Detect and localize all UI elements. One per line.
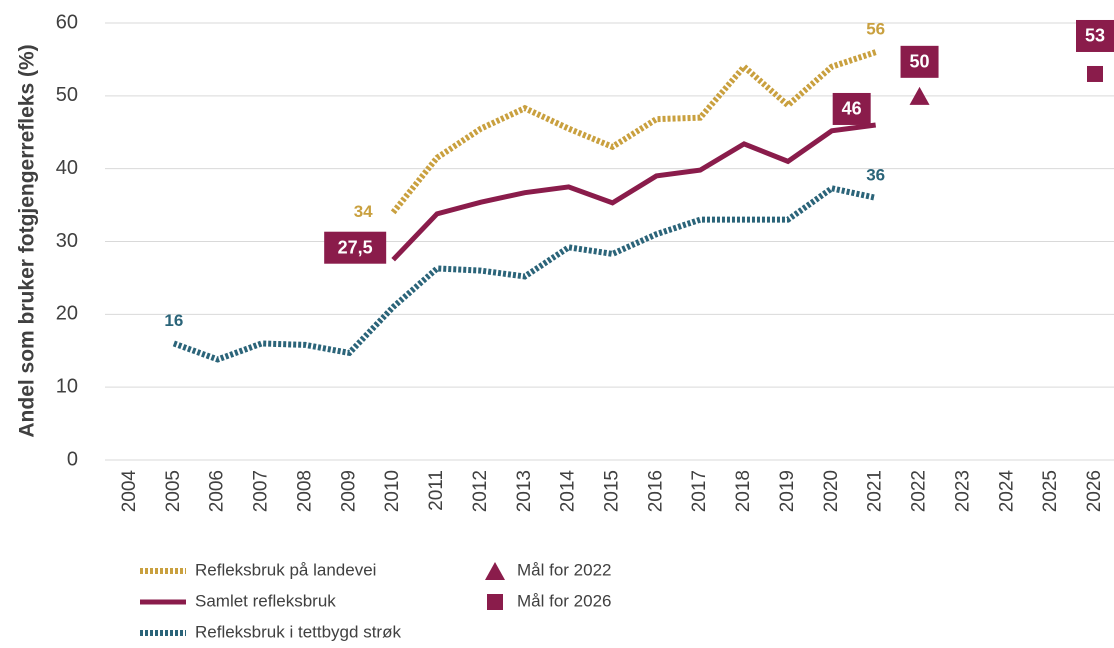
- target-marker: [1087, 65, 1103, 82]
- x-tick-label: 2007: [251, 470, 272, 512]
- y-tick-label: 40: [56, 157, 78, 179]
- legend-label: Mål for 2026: [517, 591, 612, 610]
- legend-marker: [485, 562, 505, 580]
- x-tick-label: 2013: [514, 470, 535, 512]
- data-label-box: [324, 231, 387, 264]
- legend-label: Mål for 2022: [517, 560, 612, 579]
- x-tick-label: 2023: [952, 470, 973, 512]
- x-tick-label: 2019: [777, 470, 798, 512]
- y-tick-label: 10: [56, 375, 78, 397]
- data-label: 27,5: [338, 237, 373, 257]
- x-tick-label: 2015: [602, 470, 623, 512]
- y-tick-label: 20: [56, 303, 78, 325]
- x-tick-label: 2008: [294, 470, 315, 512]
- x-tick-label: 2010: [382, 470, 403, 512]
- x-tick-label: 2020: [821, 470, 842, 512]
- x-tick-label: 2009: [338, 470, 359, 512]
- data-label: 46: [842, 99, 862, 119]
- data-label: 50: [910, 52, 930, 72]
- data-label-box: [900, 45, 939, 78]
- series-line: [390, 49, 877, 215]
- series-line: [391, 122, 877, 262]
- x-tick-label: 2025: [1040, 470, 1061, 512]
- x-tick-label: 2017: [689, 470, 710, 512]
- data-label: 56: [866, 20, 885, 39]
- y-tick-label: 30: [56, 230, 78, 252]
- x-tick-label: 2024: [996, 470, 1017, 513]
- y-tick-label: 60: [56, 11, 78, 33]
- data-label-box: [832, 92, 871, 125]
- x-tick-label: 2021: [865, 470, 886, 512]
- y-axis-label: Andel som bruker fotgjengerrefleks (%): [16, 44, 39, 437]
- legend-label: Refleksbruk i tettbygd strøk: [195, 622, 401, 641]
- x-tick-label: 2005: [163, 470, 184, 512]
- x-tick-label: 2011: [426, 470, 447, 511]
- x-tick-label: 2026: [1084, 470, 1105, 512]
- data-label: 16: [164, 311, 183, 330]
- x-tick-label: 2006: [207, 470, 228, 512]
- data-label-box: [1076, 19, 1114, 52]
- x-tick-label: 2012: [470, 470, 491, 512]
- series-line: [172, 185, 877, 363]
- x-tick-label: 2004: [119, 470, 140, 513]
- x-tick-label: 2022: [909, 470, 930, 512]
- y-tick-label: 0: [67, 448, 78, 470]
- y-tick-label: 50: [56, 84, 78, 106]
- data-label: 36: [866, 165, 885, 184]
- x-tick-label: 2016: [645, 470, 666, 512]
- data-label: 53: [1085, 26, 1105, 46]
- x-tick-label: 2014: [558, 470, 579, 513]
- legend-label: Refleksbruk på landevei: [195, 560, 376, 579]
- data-label: 34: [354, 202, 373, 221]
- legend-label: Samlet refleksbruk: [195, 591, 336, 610]
- legend-marker: [487, 594, 503, 610]
- x-tick-label: 2018: [733, 470, 754, 512]
- target-marker: [909, 86, 930, 105]
